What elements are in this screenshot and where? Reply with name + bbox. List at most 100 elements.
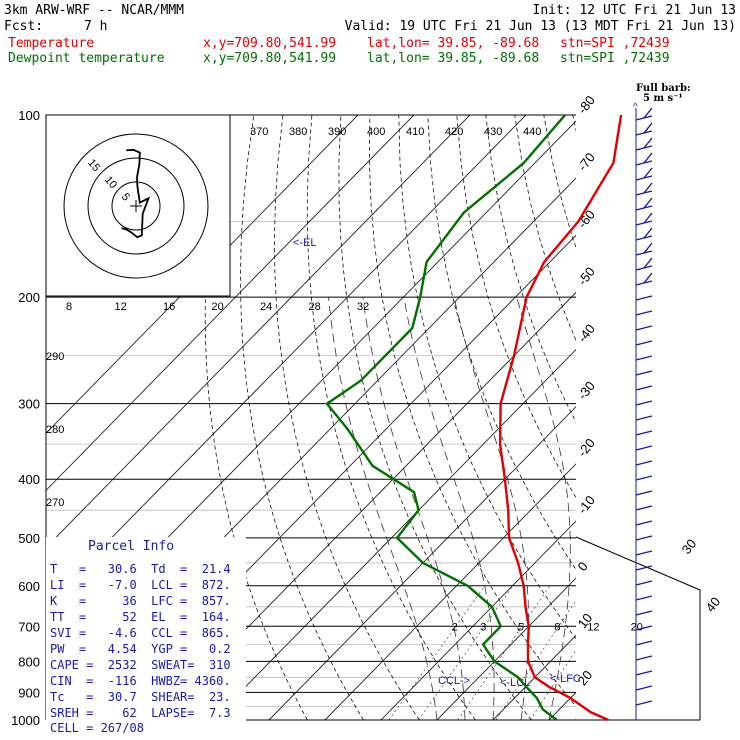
pressure-tick-label: 1000 <box>11 713 40 728</box>
wind-barb <box>635 295 653 301</box>
wind-barb-flag <box>643 122 653 134</box>
isotherm <box>212 348 576 720</box>
dry-adiabat <box>718 115 740 720</box>
temp-xy: x,y=709.80,541.99 <box>203 36 337 51</box>
wind-barb-flag <box>643 137 653 149</box>
wind-barb-flag <box>643 257 653 269</box>
theta-label: 390 <box>328 126 346 138</box>
wind-barb-flag <box>635 625 653 631</box>
legend-temperature: Temperature <box>8 36 95 51</box>
mixing-ratio-label: 12 <box>587 621 599 633</box>
forecast-value: 7 h <box>84 19 108 34</box>
wind-barb-flag <box>643 212 653 224</box>
parcel-row: Tc = 30.7 SHEAR= 23. <box>50 690 231 704</box>
moist-adiabat <box>328 297 438 720</box>
hodograph-kts-tick: 8 <box>66 301 72 313</box>
wind-barb <box>635 197 653 211</box>
wind-barb-flag <box>635 490 653 496</box>
isotherm-label: -30 <box>575 378 598 402</box>
theta-label: 290 <box>46 351 64 363</box>
dry-adiabat <box>338 115 532 720</box>
wind-barb <box>635 610 653 616</box>
isotherm-label: -40 <box>575 321 598 345</box>
wind-barb-flag <box>635 640 653 646</box>
valid-time: Valid: 19 UTC Fri 21 Jun 13 (13 MDT Fri … <box>344 19 736 34</box>
dry-adiabat <box>602 115 740 720</box>
isotherm-label: -10 <box>575 493 598 517</box>
wind-barb-flag <box>635 700 653 706</box>
wind-barb <box>635 520 653 526</box>
wind-barb <box>635 670 653 676</box>
hodograph-kts-tick: 32 <box>357 301 369 313</box>
pressure-tick-label: 100 <box>18 108 40 123</box>
wind-barb-flag <box>635 550 653 556</box>
mixing-ratio-line <box>495 599 576 720</box>
theta-label: 440 <box>523 126 541 138</box>
parcel-row: CAPE = 2532 SWEAT= 310 <box>50 658 231 672</box>
wind-barb <box>635 257 653 271</box>
wind-barb <box>635 535 653 541</box>
wind-barb-flag <box>643 197 653 209</box>
wind-barb-flag <box>643 272 653 284</box>
wind-barb <box>635 400 653 406</box>
wind-barb-flag <box>635 580 653 586</box>
parcel-info-box <box>46 537 246 737</box>
moist-adiabat <box>516 296 571 720</box>
wind-barb <box>635 565 653 571</box>
lcl-label: <-LCL <box>500 677 530 689</box>
wind-barb <box>635 655 653 661</box>
isotherm-label: -80 <box>575 93 598 117</box>
isotherm <box>492 634 576 720</box>
isotherm <box>156 291 576 720</box>
wind-barb-flag <box>635 565 653 571</box>
wind-barb <box>635 385 653 391</box>
dew-xy: x,y=709.80,541.99 <box>203 51 337 66</box>
moist-adiabat <box>605 297 687 720</box>
hodograph-ring <box>111 181 161 231</box>
parcel-row: CIN = -116 HWBZ= 4360. <box>50 674 231 688</box>
dew-latlon: lat,lon= 39.85, -89.68 <box>367 51 540 66</box>
parcel-row: SREH = 62 LAPSE= 7.3 <box>50 706 231 720</box>
wind-barb-flag <box>635 685 653 691</box>
wind-barb-flag <box>635 505 653 511</box>
wind-barb <box>635 505 653 511</box>
hodograph-kts-tick: 20 <box>212 301 224 313</box>
parcel-info-title: Parcel Info <box>88 539 175 554</box>
moist-adiabat <box>362 297 466 720</box>
el-label: <-EL <box>293 237 317 249</box>
wind-barb <box>635 310 653 316</box>
isotherm-label: -60 <box>575 207 598 231</box>
isotherm <box>380 520 576 720</box>
wind-barb-flag <box>635 295 653 301</box>
theta-label: 280 <box>46 424 64 436</box>
wind-barb-flag <box>643 152 653 164</box>
wind-barb-flag <box>643 182 653 194</box>
isotherm-label: -70 <box>575 150 598 174</box>
dry-adiabat <box>456 115 576 499</box>
barb-legend-title: Full barb: <box>636 83 691 94</box>
dew-station: stn=SPI ,72439 <box>560 51 670 66</box>
wind-barb <box>635 212 653 226</box>
pressure-tick-label: 600 <box>18 579 40 594</box>
wind-barb <box>635 137 653 151</box>
pressure-tick-label: 700 <box>18 619 40 634</box>
temperature-profile <box>498 114 623 722</box>
isotherm <box>268 406 576 720</box>
isotherm <box>436 577 576 720</box>
hodograph-kts-tick: 12 <box>115 301 127 313</box>
mixing-ratio-label: 5 <box>518 621 524 633</box>
isotherm <box>717 115 740 720</box>
lfc-label: <-LFC <box>550 673 581 685</box>
wind-barb-flag <box>635 340 653 346</box>
dry-adiabat <box>485 115 576 423</box>
wind-barb <box>635 595 653 601</box>
wind-barb <box>635 272 653 286</box>
wind-barb <box>635 107 653 121</box>
forecast-label: Fcst: <box>4 19 44 34</box>
dry-adiabat <box>368 115 576 708</box>
wind-barb <box>635 460 653 466</box>
wind-barb <box>635 415 653 421</box>
wind-barb-flag <box>643 227 653 239</box>
mixing-ratio-line <box>575 718 576 720</box>
